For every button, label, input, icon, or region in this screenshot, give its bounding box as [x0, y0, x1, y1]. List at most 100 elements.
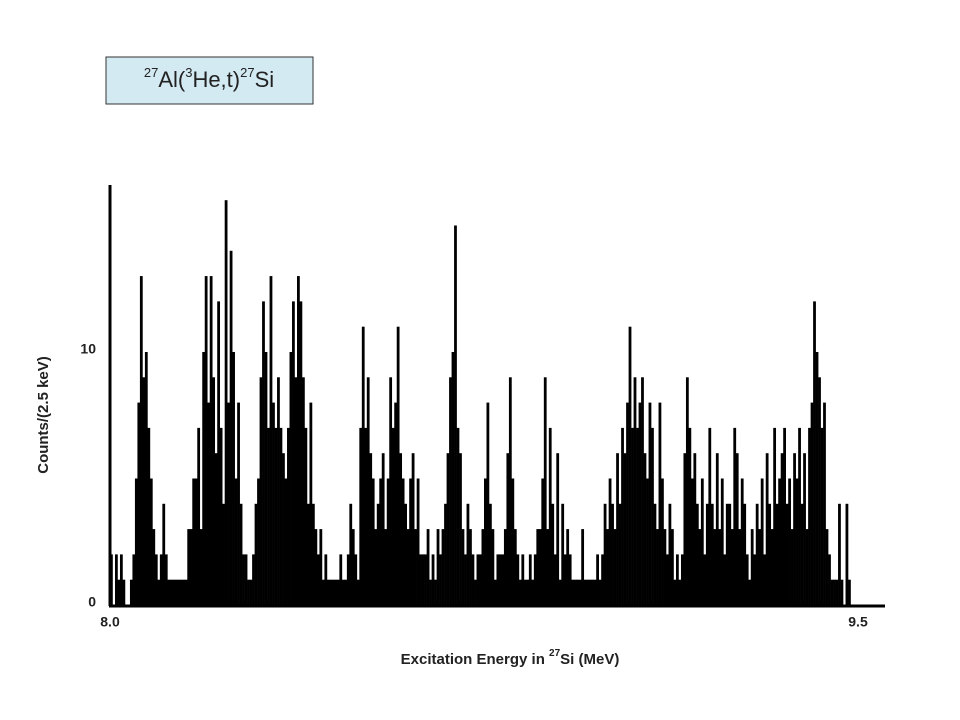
bar [825, 529, 829, 605]
bar [633, 377, 637, 605]
bar [299, 301, 303, 605]
bar [301, 377, 305, 605]
bar [421, 554, 425, 605]
bar [690, 478, 694, 605]
bar [486, 402, 490, 605]
bar [376, 503, 380, 605]
bar [780, 453, 784, 605]
bar [411, 453, 415, 605]
bar [292, 301, 295, 605]
bar [294, 377, 298, 605]
bar [331, 579, 335, 605]
bar [192, 478, 196, 605]
bar [434, 579, 437, 605]
bar [563, 554, 567, 605]
bar [663, 529, 667, 605]
bar [444, 503, 447, 605]
bar [234, 478, 238, 605]
bar [152, 529, 156, 605]
bar [309, 402, 313, 605]
bar [628, 326, 632, 605]
bar [267, 427, 270, 605]
bar [591, 579, 595, 605]
bar [247, 579, 250, 605]
bar [229, 250, 233, 605]
bar [818, 377, 821, 605]
bars [110, 200, 851, 605]
title-box [105, 56, 314, 105]
bar [753, 554, 757, 605]
bar [740, 478, 744, 605]
bar [508, 377, 512, 605]
bar [551, 503, 555, 605]
bar [755, 503, 759, 605]
bar [760, 478, 764, 605]
bar [601, 554, 604, 605]
bar [316, 554, 320, 605]
bar [339, 554, 343, 605]
bar [461, 529, 465, 605]
bar [399, 453, 403, 605]
bar [184, 579, 188, 605]
bar [441, 529, 445, 605]
bar [738, 529, 742, 605]
bar [583, 579, 587, 605]
bar [389, 377, 393, 605]
bar [471, 554, 475, 605]
bar [232, 351, 235, 605]
bar [493, 579, 497, 605]
bar [429, 579, 432, 605]
bar [137, 402, 141, 605]
bar [526, 579, 530, 605]
bar [641, 377, 644, 605]
bar [621, 427, 624, 605]
bar [803, 453, 806, 605]
bar [456, 427, 460, 605]
bar [541, 478, 545, 605]
bar [209, 276, 213, 605]
bar [346, 554, 350, 605]
bar [179, 579, 183, 605]
bar [501, 554, 505, 605]
bar [259, 377, 263, 605]
bar [646, 478, 649, 605]
bar [770, 529, 774, 605]
bar [588, 579, 592, 605]
bar [177, 579, 181, 605]
bar [449, 377, 452, 605]
bar [556, 453, 560, 605]
bar [685, 377, 689, 605]
bar [264, 351, 268, 605]
bar [129, 579, 133, 605]
bar [828, 554, 831, 605]
bar [820, 427, 824, 605]
bar [496, 554, 500, 605]
bar [715, 453, 719, 605]
bar [329, 579, 333, 605]
bar [204, 276, 208, 605]
bar [324, 554, 328, 605]
bar [653, 503, 657, 605]
bar [576, 579, 580, 605]
bar [800, 503, 804, 605]
bar [257, 478, 260, 605]
bar [613, 529, 617, 605]
bar [838, 503, 841, 605]
bar [658, 402, 662, 605]
bar [249, 579, 253, 605]
bar [182, 579, 186, 605]
bar [840, 579, 844, 605]
bar [454, 225, 457, 605]
bar [845, 503, 849, 605]
bar [391, 427, 395, 605]
bar [656, 529, 659, 605]
bar [666, 554, 669, 605]
bar [451, 351, 455, 605]
title-part: 3 [185, 65, 192, 80]
bar [287, 427, 290, 605]
bar [538, 529, 542, 605]
bar [798, 427, 801, 605]
bar [636, 427, 639, 605]
bar [139, 276, 143, 605]
